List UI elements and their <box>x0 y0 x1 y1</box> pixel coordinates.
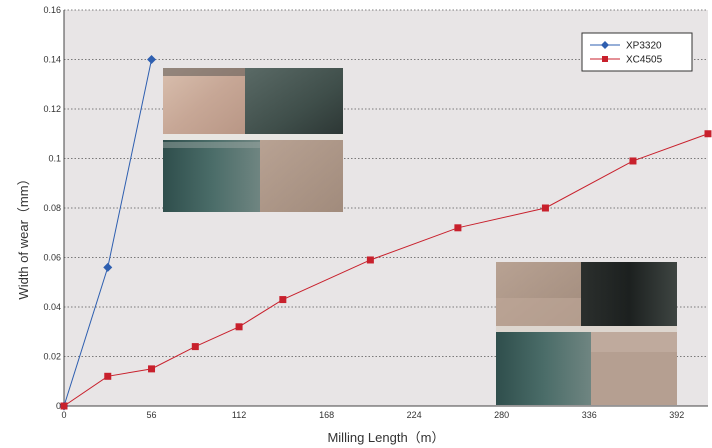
legend-item-xp3320: XP3320 <box>590 41 662 52</box>
data-point <box>148 365 156 373</box>
data-point <box>279 296 287 304</box>
axes <box>63 10 708 407</box>
x-tick-label: 392 <box>669 410 684 420</box>
x-tick-label: 56 <box>147 410 157 420</box>
data-point <box>454 224 462 232</box>
legend: XP3320 XC4505 <box>581 32 693 72</box>
insert-photo-xp3320 <box>163 68 343 212</box>
y-tick-label: 0.12 <box>43 104 61 114</box>
legend-item-xc4505: XC4505 <box>590 55 663 66</box>
data-point <box>147 55 157 64</box>
legend-label: XP3320 <box>626 41 662 52</box>
data-point <box>235 323 243 331</box>
y-tick-label: 0.14 <box>43 55 61 65</box>
data-point <box>704 130 712 138</box>
series-xc4505 <box>60 130 712 410</box>
x-tick-label: 280 <box>494 410 509 420</box>
data-point <box>60 402 68 410</box>
data-point <box>191 343 199 351</box>
x-tick-labels: 0 56 112 168 224 280 336 392 <box>61 410 684 420</box>
y-tick-label: 0.06 <box>43 253 61 263</box>
x-tick-label: 336 <box>582 410 597 420</box>
y-tick-label: 0 <box>56 401 61 411</box>
y-tick-label: 0.04 <box>43 302 61 312</box>
legend-marker <box>602 56 608 62</box>
data-point <box>366 256 374 264</box>
y-tick-label: 0.1 <box>48 154 61 164</box>
y-tick-label: 0.08 <box>43 203 61 213</box>
legend-label: XC4505 <box>626 55 663 66</box>
x-tick-label: 224 <box>407 410 422 420</box>
data-point <box>103 262 113 272</box>
y-tick-label: 0.02 <box>43 352 61 362</box>
y-tick-labels: 0 0.02 0.04 0.06 0.08 0.1 0.12 0.14 0.16 <box>43 5 61 411</box>
insert-photo-xc4505 <box>496 262 677 405</box>
data-point <box>629 157 637 165</box>
x-tick-label: 112 <box>232 410 246 420</box>
y-axis-label: Width of wear（mm） <box>16 172 31 299</box>
x-tick-label: 168 <box>319 410 334 420</box>
series-layer <box>59 55 712 411</box>
y-tick-label: 0.16 <box>43 5 61 15</box>
x-tick-label: 0 <box>61 410 66 420</box>
data-point <box>104 372 112 380</box>
data-point <box>541 204 549 212</box>
x-axis-label: Milling Length（m） <box>327 430 444 445</box>
legend-box <box>581 32 693 72</box>
legend-marker <box>601 41 609 49</box>
